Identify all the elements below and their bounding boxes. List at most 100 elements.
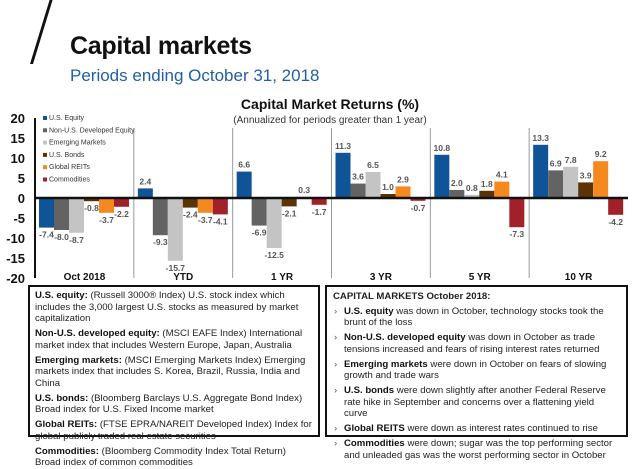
y-tick-label: 5 <box>18 171 25 186</box>
legend-entry: Non-U.S. Developed Equity <box>49 127 135 134</box>
legend-entry: Commodities <box>49 177 90 184</box>
y-tick-label: 0 <box>18 191 25 206</box>
data-label: 11.3 <box>335 141 351 151</box>
legend-swatch <box>43 116 47 120</box>
bar-u-s-bonds <box>84 198 99 202</box>
bar-commodities <box>311 198 327 205</box>
data-label: 2.0 <box>451 178 463 188</box>
decorative-slash <box>30 0 53 64</box>
bar-global-reits <box>395 186 411 198</box>
bullet-text: was down in October, technology stocks t… <box>344 305 604 329</box>
data-label: 1.0 <box>382 182 394 192</box>
capital-market-returns-chart: Capital Market Returns (%) (Annualized f… <box>6 96 628 285</box>
bar-commodities <box>212 198 228 215</box>
bar-u-s-bonds <box>578 182 594 198</box>
summary-heading: CAPITAL MARKETS October 2018: <box>333 291 491 302</box>
data-label: 1.8 <box>481 179 493 189</box>
data-label: 0.3 <box>298 185 310 195</box>
bar-non-u-s-developed-equity <box>152 198 168 236</box>
data-label: 0.8 <box>466 183 478 193</box>
summary-bullet: U.S. bonds were down slightly after anot… <box>333 385 620 420</box>
bar-u-s-bonds <box>380 194 396 198</box>
definition-text: (FTSE EPRA/NAREIT Developed Index) Index… <box>35 419 312 442</box>
data-label: 3.9 <box>580 170 592 180</box>
data-label: -0.8 <box>84 203 99 213</box>
legend-entry: Emerging Markets <box>49 140 106 147</box>
bullet-text: were down slightly after another Federal… <box>344 385 606 419</box>
data-label: -7.3 <box>510 229 525 239</box>
bar-global-reits <box>593 161 609 198</box>
bar-global-reits <box>197 198 213 213</box>
legend-swatch <box>43 128 47 133</box>
y-tick-label: -20 <box>6 271 25 285</box>
definition-item: Emerging markets: (MSCI Emerging Markets… <box>35 355 313 390</box>
data-label: -2.4 <box>183 210 198 220</box>
definition-text: (MSCI EAFE Index) International market i… <box>35 328 303 351</box>
bar-non-u-s-developed-equity <box>251 198 267 226</box>
data-label: 4.1 <box>496 170 508 180</box>
data-label: -3.7 <box>99 215 114 225</box>
bar-commodities <box>509 198 525 228</box>
data-label: -7.4 <box>39 230 54 240</box>
bullet-term: U.S. bonds <box>344 385 395 396</box>
legend-entry: Global REITs <box>49 164 90 171</box>
category-label: YTD <box>173 272 193 283</box>
summary-bullet: Commodities were down; sugar was the top… <box>333 438 620 461</box>
definition-text: (MSCI Emerging Markets Index) Emerging m… <box>35 354 306 389</box>
category-label: 10 YR <box>565 272 593 283</box>
data-label: 7.8 <box>565 155 577 165</box>
y-tick-label: -5 <box>13 211 25 226</box>
bar-commodities <box>410 198 426 201</box>
definition-term: Global REITs: <box>35 419 98 430</box>
chart-title: Capital Market Returns (%) <box>241 96 419 112</box>
data-label: 2.4 <box>139 176 151 186</box>
y-tick-label: 10 <box>11 151 25 166</box>
data-label: -4.1 <box>213 216 228 226</box>
summary-bullet: Emerging markets were down in October on… <box>333 359 620 382</box>
definition-text: (Russell 3000® Index) U.S. stock index w… <box>35 290 299 324</box>
index-definitions-box: U.S. equity: (Russell 3000® Index) U.S. … <box>28 285 320 468</box>
definition-term: U.S. equity: <box>35 290 88 301</box>
data-label: -12.5 <box>264 250 284 260</box>
bullet-term: Non-U.S. developed equity <box>344 332 466 343</box>
data-label: -9.3 <box>153 237 168 247</box>
definition-item: U.S. equity: (Russell 3000® Index) U.S. … <box>35 290 313 325</box>
bar-non-u-s-developed-equity <box>54 198 69 230</box>
page-subtitle: Periods ending October 31, 2018 <box>70 66 320 85</box>
data-label: -1.7 <box>312 207 327 217</box>
data-label: -3.7 <box>198 215 213 225</box>
bar-commodities <box>608 198 624 215</box>
category-label: 5 YR <box>469 272 492 283</box>
bar-non-u-s-developed-equity <box>449 190 465 198</box>
data-label: -2.2 <box>114 209 129 219</box>
y-tick-label: 20 <box>11 111 25 126</box>
bar-u-s-equity <box>533 144 549 198</box>
bar-emerging-markets <box>266 198 282 248</box>
bar-emerging-markets <box>563 166 579 198</box>
bar-non-u-s-developed-equity <box>548 170 564 198</box>
bullet-text: were down as interest rates continued to… <box>404 423 598 434</box>
market-summary-box: CAPITAL MARKETS October 2018: U.S. equit… <box>325 285 628 461</box>
bar-non-u-s-developed-equity <box>350 183 366 198</box>
bar-u-s-bonds <box>281 198 297 207</box>
data-label: -2.1 <box>282 208 297 218</box>
bar-u-s-bonds <box>479 190 495 198</box>
y-tick-label: 15 <box>11 131 25 146</box>
bullet-text: were down in October on fears of slowing… <box>344 358 607 382</box>
data-label: 13.3 <box>532 133 549 143</box>
y-tick-label: -15 <box>6 251 25 266</box>
bar-emerging-markets <box>69 198 84 233</box>
bullet-term: Global REITS <box>344 423 405 434</box>
data-label: -8.0 <box>54 232 69 242</box>
data-label: 6.6 <box>238 160 250 170</box>
data-label: 3.6 <box>352 172 364 182</box>
legend-swatch <box>43 177 47 182</box>
data-label: -0.7 <box>411 203 426 213</box>
y-tick-label: -10 <box>6 231 25 246</box>
category-label: 1 YR <box>271 272 294 283</box>
legend-entry: U.S. Bonds <box>49 152 85 159</box>
summary-bullet: Non-U.S. developed equity was down in Oc… <box>333 332 620 355</box>
bar-u-s-equity <box>137 188 153 198</box>
definition-item: Non-U.S. developed equity: (MSCI EAFE In… <box>35 328 313 351</box>
legend-swatch <box>43 152 47 157</box>
